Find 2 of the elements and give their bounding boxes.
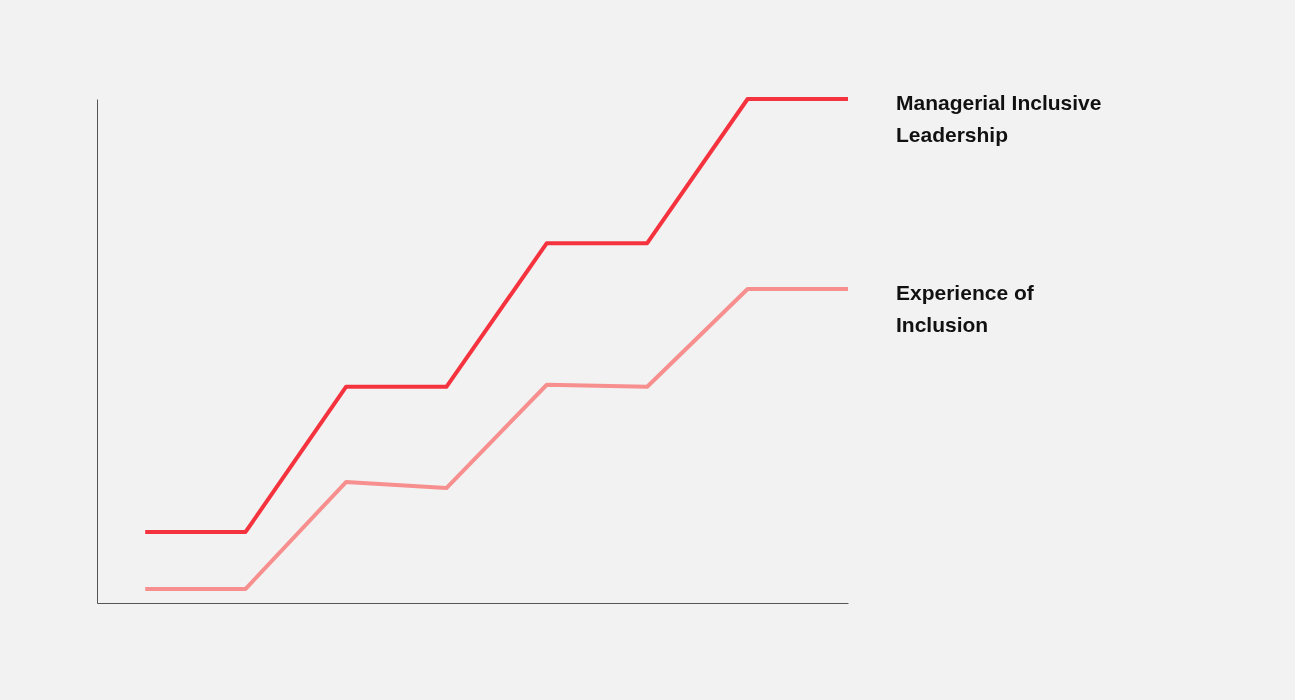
text: Managerial Inclusive Leadership (896, 91, 1102, 146)
text: Experience of Inclusion (896, 281, 1035, 337)
